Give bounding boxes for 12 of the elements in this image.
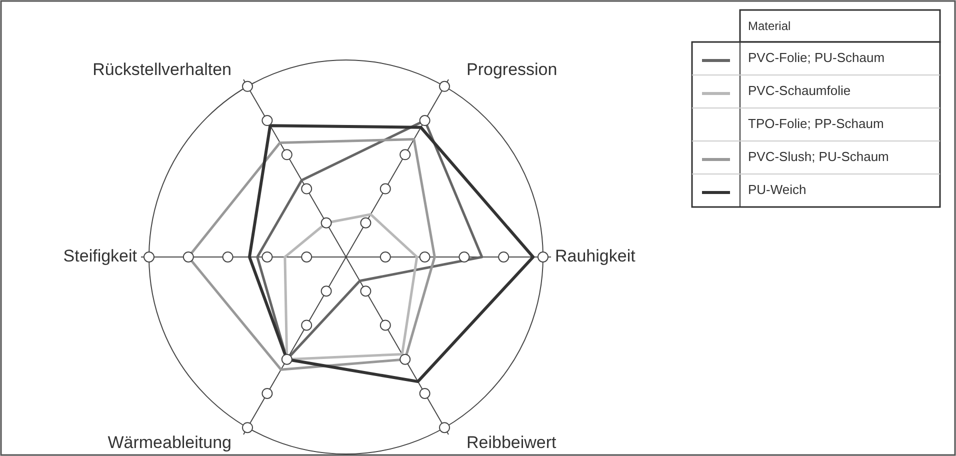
legend-label: PVC-Folie; PU-Schaum [748,50,885,65]
series-label: TPO-Folie; PP-Schaum [748,116,884,131]
legend-label: PU-Weich [748,182,806,197]
spoke-label: Progression [466,60,558,79]
legend-label: PVC-Schaumfolie [748,82,851,98]
legend-label: PVC-Slush; PU-Schaum [748,148,889,164]
spoke-label: Rauhigkeit [555,246,636,266]
spoke-label: Rückstellverhalten [92,60,232,79]
spoke-label: Wärmeableitung [108,433,232,452]
legend-title: Material [748,19,791,34]
spoke-label: Steifigkeit [63,246,138,266]
spoke-label: Reibbeiwert [466,433,557,452]
